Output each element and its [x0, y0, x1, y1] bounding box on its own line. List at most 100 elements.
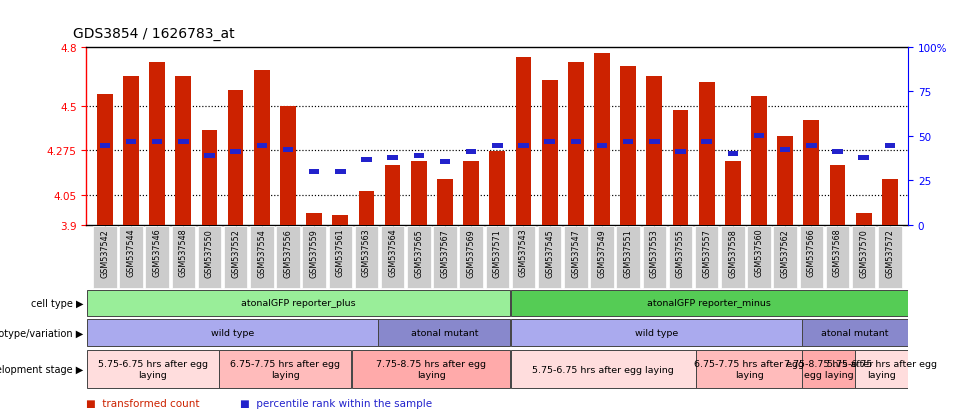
FancyBboxPatch shape: [564, 226, 587, 288]
Text: GSM537542: GSM537542: [100, 228, 110, 277]
FancyBboxPatch shape: [538, 226, 561, 288]
Text: atonalGFP reporter_minus: atonalGFP reporter_minus: [648, 299, 772, 308]
Text: atonal mutant: atonal mutant: [822, 328, 889, 337]
Text: GSM537570: GSM537570: [859, 228, 868, 277]
Text: atonal mutant: atonal mutant: [410, 328, 478, 337]
Text: GSM537543: GSM537543: [519, 228, 528, 277]
Text: GSM537571: GSM537571: [493, 228, 502, 277]
Bar: [387, 156, 398, 161]
FancyBboxPatch shape: [329, 226, 352, 288]
Bar: [545, 140, 554, 145]
FancyBboxPatch shape: [511, 319, 801, 347]
Text: 7.75-8.75 hrs after
egg laying: 7.75-8.75 hrs after egg laying: [784, 359, 874, 379]
Bar: [806, 144, 817, 149]
Bar: [753, 134, 764, 139]
Text: 5.75-6.75 hrs after egg
laying: 5.75-6.75 hrs after egg laying: [826, 359, 937, 379]
Bar: [440, 159, 450, 164]
FancyBboxPatch shape: [825, 226, 850, 288]
Bar: [518, 144, 529, 149]
Bar: [676, 150, 686, 154]
FancyBboxPatch shape: [198, 226, 221, 288]
Text: 6.75-7.75 hrs after egg
laying: 6.75-7.75 hrs after egg laying: [231, 359, 340, 379]
Bar: [466, 150, 477, 154]
FancyBboxPatch shape: [379, 319, 510, 347]
Bar: [673, 111, 688, 225]
Bar: [100, 144, 111, 149]
Text: GSM537560: GSM537560: [754, 228, 763, 277]
Bar: [283, 147, 293, 152]
Text: wild type: wild type: [634, 328, 678, 337]
Text: wild type: wild type: [210, 328, 254, 337]
FancyBboxPatch shape: [721, 226, 745, 288]
FancyBboxPatch shape: [695, 226, 719, 288]
FancyBboxPatch shape: [878, 226, 901, 288]
FancyBboxPatch shape: [303, 226, 326, 288]
Bar: [542, 81, 557, 225]
Bar: [123, 77, 138, 225]
Text: GSM537548: GSM537548: [179, 228, 187, 277]
Text: GSM537545: GSM537545: [545, 228, 554, 277]
Text: GSM537544: GSM537544: [127, 228, 136, 277]
Bar: [358, 192, 375, 225]
Bar: [97, 95, 112, 225]
FancyBboxPatch shape: [352, 350, 510, 388]
FancyBboxPatch shape: [643, 226, 666, 288]
FancyBboxPatch shape: [381, 226, 405, 288]
Text: cell type ▶: cell type ▶: [31, 298, 84, 308]
Bar: [594, 53, 610, 225]
Text: GDS3854 / 1626783_at: GDS3854 / 1626783_at: [73, 27, 234, 41]
Bar: [413, 154, 424, 159]
Bar: [647, 77, 662, 225]
FancyBboxPatch shape: [224, 226, 247, 288]
FancyBboxPatch shape: [511, 290, 908, 316]
FancyBboxPatch shape: [511, 350, 696, 388]
Text: GSM537556: GSM537556: [283, 228, 292, 277]
Text: genotype/variation ▶: genotype/variation ▶: [0, 328, 84, 338]
Text: GSM537561: GSM537561: [335, 228, 345, 277]
Text: GSM537567: GSM537567: [440, 228, 450, 277]
Text: GSM537546: GSM537546: [153, 228, 161, 277]
Text: GSM537547: GSM537547: [572, 228, 580, 277]
FancyBboxPatch shape: [774, 226, 797, 288]
Text: GSM537572: GSM537572: [885, 228, 895, 277]
Bar: [727, 152, 738, 157]
Text: ■  transformed count: ■ transformed count: [86, 398, 200, 408]
Text: GSM537553: GSM537553: [650, 228, 659, 277]
Bar: [780, 147, 790, 152]
Text: 7.75-8.75 hrs after egg
laying: 7.75-8.75 hrs after egg laying: [376, 359, 486, 379]
Bar: [178, 140, 188, 145]
Text: atonalGFP reporter_plus: atonalGFP reporter_plus: [241, 299, 356, 308]
FancyBboxPatch shape: [616, 226, 640, 288]
FancyBboxPatch shape: [86, 350, 219, 388]
Bar: [231, 150, 241, 154]
FancyBboxPatch shape: [276, 226, 300, 288]
Bar: [649, 140, 659, 145]
Bar: [202, 131, 217, 225]
Text: development stage ▶: development stage ▶: [0, 364, 84, 374]
Bar: [702, 140, 712, 145]
Bar: [571, 140, 581, 145]
Text: GSM537550: GSM537550: [205, 228, 214, 277]
Text: GSM537554: GSM537554: [258, 228, 266, 277]
Bar: [257, 144, 267, 149]
Bar: [884, 144, 895, 149]
Bar: [489, 152, 505, 225]
Bar: [307, 213, 322, 225]
Text: GSM537555: GSM537555: [676, 228, 685, 277]
Text: GSM537552: GSM537552: [232, 228, 240, 277]
Text: GSM537559: GSM537559: [309, 228, 319, 277]
FancyBboxPatch shape: [800, 226, 824, 288]
Bar: [126, 140, 136, 145]
Text: GSM537563: GSM537563: [362, 228, 371, 277]
Bar: [463, 162, 479, 225]
FancyBboxPatch shape: [86, 290, 510, 316]
Bar: [699, 83, 715, 225]
Text: ■  percentile rank within the sample: ■ percentile rank within the sample: [240, 398, 432, 408]
Bar: [725, 162, 741, 225]
Bar: [411, 162, 427, 225]
Text: GSM537549: GSM537549: [598, 228, 606, 277]
Bar: [777, 136, 793, 225]
Bar: [254, 71, 270, 225]
Bar: [882, 180, 898, 225]
FancyBboxPatch shape: [433, 226, 456, 288]
